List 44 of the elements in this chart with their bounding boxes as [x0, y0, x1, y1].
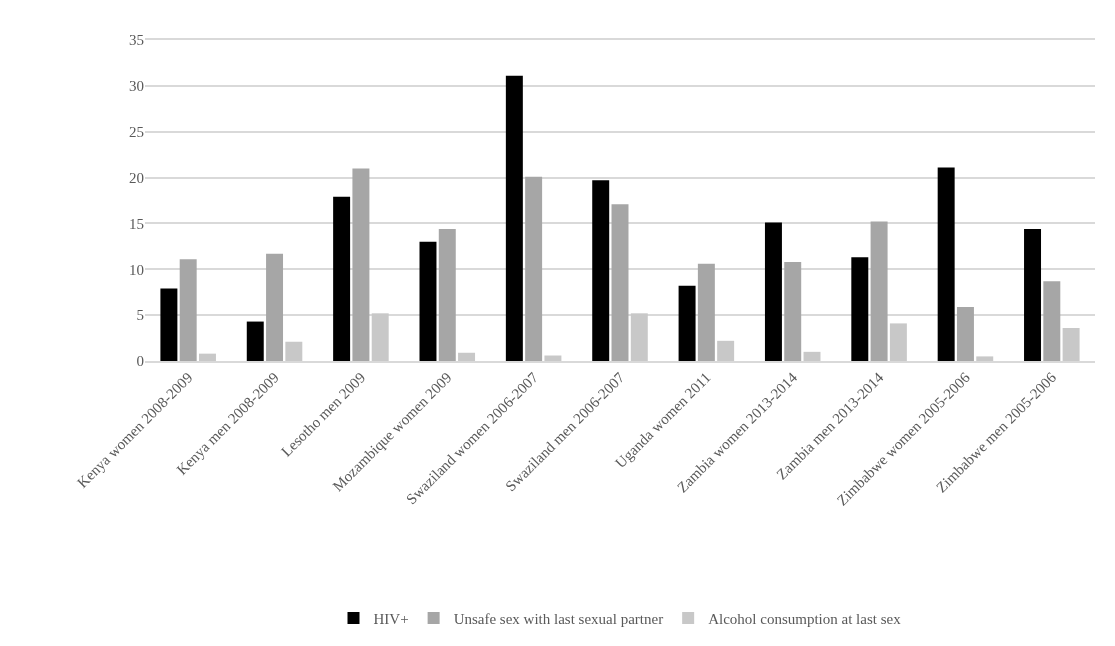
- bar: [889, 323, 907, 361]
- bar: [285, 341, 303, 361]
- legend-label: Unsafe sex with last sexual partner: [453, 610, 664, 627]
- bar: [717, 340, 735, 361]
- y-tick-label: 10: [129, 261, 144, 278]
- bar: [371, 313, 389, 361]
- bar: [956, 306, 974, 361]
- y-tick-label: 0: [136, 353, 144, 370]
- bar: [1024, 228, 1042, 361]
- bar: [1062, 327, 1080, 361]
- bar: [764, 222, 782, 361]
- bar: [179, 259, 197, 361]
- bar: [678, 285, 696, 361]
- bar: [976, 356, 994, 361]
- y-tick-label: 15: [129, 215, 144, 232]
- bar: [458, 352, 476, 361]
- bar: [630, 313, 648, 361]
- y-tick-label: 20: [129, 169, 144, 186]
- bar: [266, 253, 284, 361]
- bar: [160, 288, 178, 361]
- bar: [870, 221, 888, 361]
- y-tick-label: 30: [129, 78, 144, 95]
- bar: [333, 196, 351, 361]
- bar: [611, 204, 629, 361]
- legend-label: Alcohol consumption at last sex: [708, 610, 902, 627]
- y-tick-label: 5: [136, 307, 144, 324]
- bar: [246, 321, 264, 361]
- bar: [592, 180, 610, 361]
- bar: [525, 176, 543, 361]
- bar: [419, 241, 437, 361]
- bar: [697, 263, 715, 361]
- legend-label: HIV+: [373, 610, 409, 627]
- bar: [438, 228, 456, 361]
- bar: [198, 353, 216, 361]
- bar: [352, 168, 370, 361]
- bar: [937, 167, 955, 361]
- bar: [1043, 281, 1061, 361]
- bar: [544, 355, 562, 361]
- y-tick-label: 35: [129, 32, 144, 49]
- bar: [505, 75, 523, 361]
- bar: [784, 261, 802, 361]
- bar: [803, 351, 821, 361]
- y-tick-label: 25: [129, 123, 144, 140]
- bar: [851, 257, 869, 361]
